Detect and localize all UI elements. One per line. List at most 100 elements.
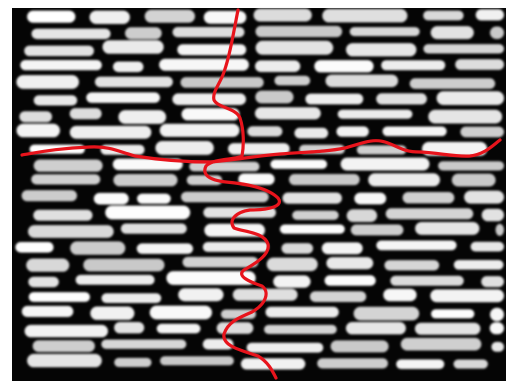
grain [350, 27, 420, 36]
grain [410, 78, 496, 89]
grain [401, 338, 482, 351]
grain [70, 126, 152, 139]
grain [17, 124, 61, 138]
grain [305, 94, 363, 105]
grain [31, 174, 100, 184]
grain [114, 322, 144, 333]
grain [341, 158, 430, 171]
grain [159, 59, 249, 71]
grain [423, 44, 504, 53]
grain [204, 11, 247, 24]
grain [354, 307, 420, 321]
grain [338, 110, 413, 119]
grain [113, 174, 177, 186]
page: {} (() => { const g = document.getElemen… [0, 0, 512, 383]
grain [22, 306, 74, 317]
grain [383, 289, 416, 302]
grain [386, 208, 474, 219]
grain [150, 306, 212, 320]
grain [19, 111, 52, 122]
grain [491, 342, 504, 352]
grain [326, 257, 373, 269]
grain [346, 322, 406, 334]
grain [255, 91, 293, 104]
grain [454, 260, 504, 270]
grain [415, 323, 481, 335]
grain [437, 91, 504, 105]
grain [273, 275, 310, 287]
grain [217, 322, 254, 334]
grain [247, 343, 324, 353]
grain [490, 308, 504, 322]
grain [27, 11, 75, 23]
grain [70, 108, 102, 119]
grain [172, 93, 246, 105]
grain [289, 174, 360, 185]
grain [431, 26, 474, 39]
grain [322, 9, 407, 22]
grain [90, 307, 134, 320]
grain [266, 307, 339, 318]
grain [256, 41, 334, 55]
grain [317, 358, 388, 368]
grain [181, 192, 269, 203]
micrograph [0, 0, 512, 383]
grain [255, 60, 300, 72]
grain [496, 224, 505, 236]
grain [490, 322, 504, 334]
grain [255, 107, 321, 119]
grain [34, 95, 77, 105]
grain [354, 193, 386, 205]
grain [121, 224, 187, 234]
grain [183, 257, 259, 268]
grain [282, 243, 314, 254]
grain [241, 358, 305, 369]
grain [455, 59, 504, 70]
grain [102, 293, 162, 303]
grain [283, 193, 342, 204]
grain [177, 44, 246, 55]
grain [26, 259, 69, 272]
grain [70, 241, 125, 254]
grain [264, 325, 337, 334]
grain [423, 11, 463, 21]
grain [351, 225, 404, 236]
grain [160, 356, 234, 365]
grain [471, 242, 504, 252]
grain [137, 243, 193, 254]
grain [24, 46, 94, 57]
grain [326, 75, 399, 88]
grain [33, 340, 95, 352]
grain [95, 77, 173, 88]
grain [368, 173, 440, 186]
grain [27, 354, 102, 367]
grain [481, 276, 504, 287]
grain [430, 289, 504, 302]
grain [15, 242, 53, 253]
grain [336, 126, 369, 136]
grain [203, 242, 269, 252]
grain [103, 40, 164, 54]
grain [76, 275, 155, 285]
grain [384, 260, 439, 270]
grain [274, 76, 310, 86]
grain [314, 60, 373, 72]
grain [381, 60, 445, 70]
grain [90, 11, 130, 24]
grain [254, 9, 312, 22]
grain [383, 127, 447, 137]
grain [346, 43, 416, 56]
grain [20, 60, 102, 70]
grain [86, 92, 160, 103]
grain [270, 160, 327, 169]
grain [125, 27, 162, 39]
grain [29, 292, 90, 302]
grain [428, 110, 502, 124]
grain [118, 110, 166, 124]
grain [155, 141, 213, 155]
grain [415, 222, 479, 235]
grain [25, 325, 108, 337]
grain [157, 324, 201, 334]
grain [331, 340, 389, 352]
grain [105, 206, 190, 220]
